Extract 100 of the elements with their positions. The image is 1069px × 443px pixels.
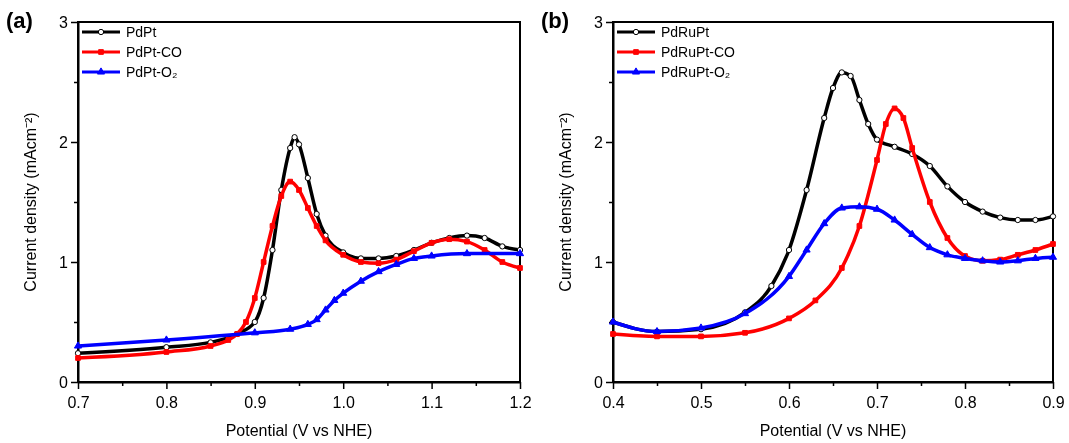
point (392, 259, 401, 267)
legend-label: PdRuPt-CO (661, 44, 736, 60)
point (1014, 251, 1021, 258)
point (375, 255, 382, 262)
point (358, 259, 364, 265)
point (1032, 247, 1039, 253)
point (163, 344, 170, 351)
point (517, 265, 523, 271)
point (944, 235, 951, 241)
point (882, 121, 889, 127)
point (1031, 253, 1040, 261)
point (891, 105, 898, 112)
point (481, 247, 488, 253)
point (821, 114, 828, 122)
point (742, 329, 748, 336)
point (874, 157, 880, 163)
point (374, 266, 383, 275)
point (287, 178, 294, 185)
x-tick-label: 0.4 (602, 394, 625, 411)
point (997, 214, 1004, 221)
point (243, 319, 249, 325)
point (427, 251, 436, 259)
point (330, 295, 339, 303)
legend-label: PdPt (126, 24, 157, 40)
point (74, 350, 82, 357)
x-tick-label: 0.6 (778, 394, 801, 411)
point (304, 174, 311, 182)
point (312, 314, 321, 323)
point (1032, 216, 1039, 224)
point (812, 297, 819, 304)
point (269, 246, 276, 254)
point (855, 202, 864, 210)
legend-label: PdPt-O₂ (126, 64, 178, 80)
x-axis-title: Potential (V vs NHE) (759, 422, 907, 439)
point (900, 115, 907, 121)
point (768, 282, 775, 290)
point (75, 355, 81, 361)
point (802, 245, 811, 253)
point (375, 260, 382, 267)
point (785, 246, 793, 254)
point (321, 305, 330, 313)
point (462, 248, 472, 257)
point (784, 271, 794, 279)
point (499, 259, 506, 265)
point (829, 84, 837, 92)
point (162, 335, 171, 343)
point (654, 333, 660, 340)
point (908, 229, 917, 237)
point (856, 223, 863, 229)
x-tick-label: 0.7 (67, 394, 90, 411)
point (250, 328, 259, 336)
point (838, 69, 845, 76)
point (269, 223, 276, 229)
point (287, 144, 294, 152)
legend-label: PdRuPt (661, 24, 710, 40)
x-tick-label: 1.0 (332, 394, 355, 411)
y-axis-title: Current density (mAcm⁻²) (557, 112, 574, 292)
x-tick-label: 1.2 (509, 394, 532, 411)
x-tick-label: 1.1 (420, 394, 444, 411)
point (926, 199, 933, 205)
point (847, 72, 854, 80)
point (296, 187, 302, 193)
legend-label: PdPt-CO (126, 44, 183, 60)
point (1014, 216, 1021, 224)
point (873, 136, 881, 143)
x-tick-label: 0.8 (954, 394, 977, 411)
chart-title: (a) (6, 8, 33, 33)
x-tick-label: 0.8 (155, 394, 179, 411)
point (909, 145, 916, 151)
point (856, 96, 863, 104)
point (979, 208, 986, 215)
point (926, 162, 933, 170)
point (278, 193, 285, 199)
point (1013, 256, 1022, 264)
point (944, 183, 951, 190)
point (1049, 213, 1057, 220)
y-tick-label: 1 (594, 253, 604, 271)
x-tick-label: 0.9 (244, 394, 267, 411)
point (313, 210, 320, 218)
x-tick-label: 0.5 (690, 394, 713, 411)
point (304, 205, 311, 211)
point (163, 349, 170, 355)
x-tick-label: 0.7 (866, 394, 889, 411)
point (251, 318, 258, 326)
y-tick-label: 0 (594, 373, 604, 391)
point (820, 218, 829, 227)
legend-label: PdRuPt-O₂ (661, 64, 731, 80)
point (891, 143, 898, 150)
point (499, 243, 506, 250)
point (786, 315, 792, 322)
point (838, 265, 845, 271)
point (322, 237, 329, 244)
point (481, 234, 488, 242)
x-axis-title: Potential (V vs NHE) (225, 422, 373, 439)
point (73, 341, 83, 349)
y-tick-label: 2 (594, 133, 604, 151)
point (865, 120, 872, 128)
point (251, 295, 258, 301)
point (339, 288, 348, 296)
point (464, 238, 470, 245)
